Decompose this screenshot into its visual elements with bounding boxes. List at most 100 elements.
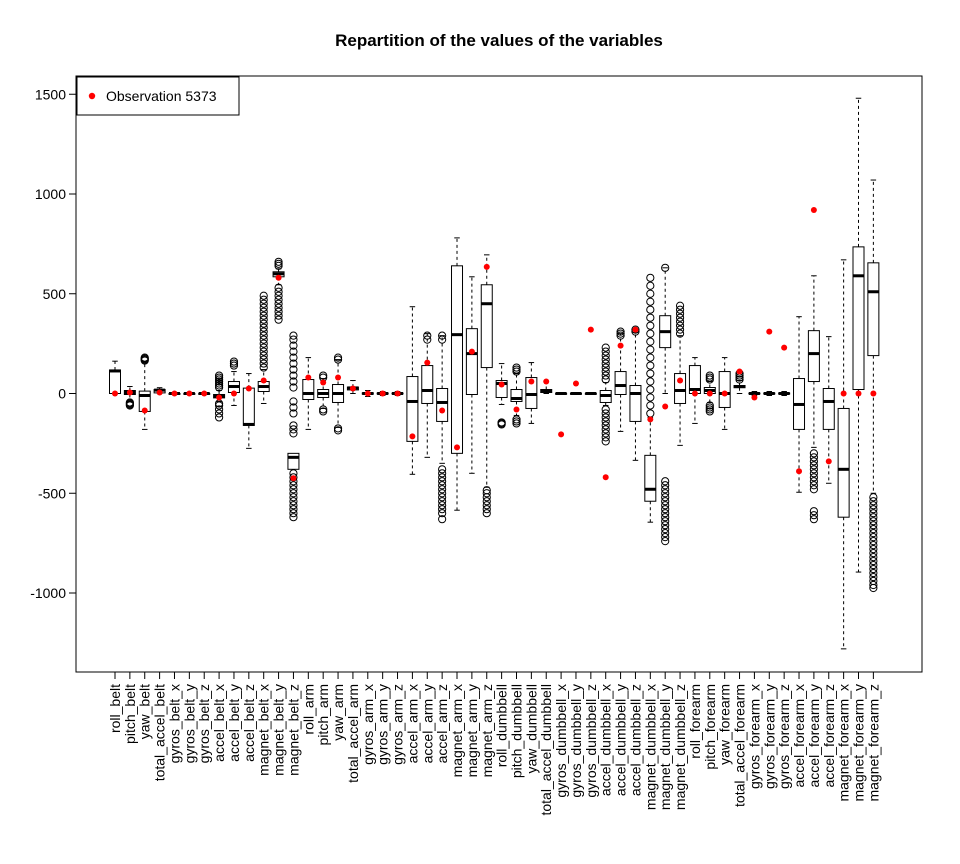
outlier-point [259, 335, 268, 344]
outlier-point [705, 401, 714, 410]
box-accel_forearm_y [807, 275, 820, 524]
x-tick-label: yaw_dumbbell [523, 684, 539, 774]
observation-point-total_accel_forearm [736, 368, 743, 375]
outlier-point [809, 469, 818, 478]
outlier-point [616, 331, 625, 340]
outlier-point [809, 477, 818, 486]
outlier-point [601, 413, 610, 422]
outlier-point [274, 283, 283, 292]
outlier-point [809, 461, 818, 470]
outlier-point [229, 359, 239, 368]
y-axis: -1000 -500 0 500 1000 1500 [30, 86, 76, 601]
x-tick-label: gyros_dumbbell_z [583, 684, 599, 798]
box-magnet_dumbbell_x [644, 273, 657, 523]
outlier-point [869, 501, 878, 510]
x-tick-label: magnet_belt_y [271, 684, 287, 776]
outlier-point [705, 405, 714, 414]
outlier-point [869, 513, 878, 522]
outlier-point [289, 377, 298, 386]
outlier-point [661, 529, 670, 538]
outlier-point [661, 537, 670, 546]
observation-point-magnet_arm_y [468, 348, 475, 355]
box-accel_belt_z [242, 373, 255, 449]
outlier-point [274, 287, 283, 296]
outlier-point [809, 481, 818, 490]
outlier-point [438, 481, 447, 490]
observation-point-pitch_forearm [706, 390, 713, 397]
box-magnet_forearm_y [852, 97, 865, 573]
outlier-point [869, 572, 878, 582]
outlier-point [601, 429, 610, 438]
outlier-point [482, 509, 491, 518]
box-magnet_arm_y [465, 276, 478, 474]
outlier-point [333, 353, 343, 362]
outlier-point [259, 311, 268, 320]
outlier-point [869, 533, 878, 542]
outlier-point [601, 367, 610, 376]
outlier-point [274, 307, 283, 316]
outlier-point [289, 335, 298, 344]
outlier-point [438, 497, 447, 506]
outlier-point [214, 383, 224, 392]
outlier-point [259, 343, 268, 352]
outlier-point [289, 383, 298, 392]
outlier-point [229, 361, 239, 370]
outlier-point [274, 299, 283, 308]
outlier-point [661, 489, 670, 498]
outlier-point [289, 505, 298, 514]
x-tick-label: yaw_belt [137, 684, 153, 739]
outlier-point [809, 511, 818, 520]
outlier-point [675, 301, 685, 310]
outlier-point [869, 580, 878, 590]
observation-point-pitch_belt [126, 389, 133, 396]
outlier-point [259, 351, 268, 360]
outlier-point [214, 371, 224, 380]
outlier-point [735, 375, 744, 384]
box-roll_dumbbell [495, 363, 508, 429]
box-magnet_forearm_x [837, 259, 850, 650]
x-tick-label: accel_forearm_y [806, 684, 822, 788]
observation-point-gyros_belt_z [201, 390, 208, 397]
outlier-point [869, 576, 878, 586]
outlier-point [438, 331, 447, 340]
x-tick-label: pitch_arm [315, 684, 331, 745]
observation-point-accel_forearm_x [796, 468, 803, 475]
outlier-point [259, 291, 268, 300]
outlier-point [809, 507, 818, 516]
outlier-point [869, 497, 878, 506]
outlier-point [675, 321, 685, 330]
x-tick-label: gyros_dumbbell_x [553, 684, 569, 798]
box-yaw_arm [332, 353, 345, 435]
outlier-point [259, 295, 268, 304]
outlier-point [289, 397, 298, 406]
outlier-point [661, 485, 670, 494]
outlier-point [616, 329, 625, 338]
observation-point-magnet_forearm_x [840, 390, 847, 397]
outlier-point [869, 517, 878, 526]
x-tick-label: total_accel_forearm [732, 684, 748, 807]
outlier-point [274, 303, 283, 312]
observation-point-magnet_dumbbell_y [662, 403, 669, 410]
outlier-point [601, 375, 610, 384]
outlier-point [214, 377, 224, 386]
outlier-point [274, 261, 283, 270]
outlier-point [661, 497, 670, 506]
outlier-point [289, 347, 298, 356]
outlier-point [482, 497, 491, 506]
outlier-point [601, 409, 610, 418]
observation-point-magnet_dumbbell_z [677, 377, 684, 384]
outlier-point [601, 417, 610, 426]
x-tick-label: accel_dumbbell_x [598, 684, 614, 796]
box-body [644, 454, 657, 502]
observation-point-magnet_arm_x [454, 444, 461, 451]
outlier-point [646, 305, 655, 314]
box-magnet_arm_x [451, 237, 464, 511]
box-magnet_belt_x [257, 291, 270, 404]
outlier-point [438, 505, 447, 514]
outlier-point [259, 331, 268, 340]
outlier-point [869, 556, 878, 566]
outlier-point [289, 485, 298, 494]
outlier-point [259, 319, 268, 328]
outlier-point [869, 537, 878, 546]
